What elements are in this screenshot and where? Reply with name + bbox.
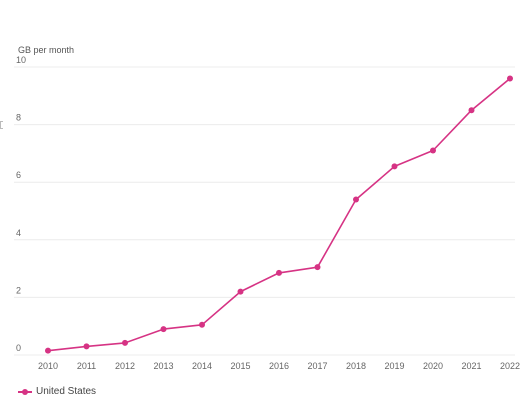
data-point-2013[interactable] <box>160 326 167 333</box>
data-point-2017[interactable] <box>314 264 321 271</box>
x-tick-label-2010: 2010 <box>38 361 58 371</box>
data-point-2022[interactable] <box>507 75 513 82</box>
y-tick-label-6: 6 <box>16 170 21 180</box>
x-tick-label-2021: 2021 <box>461 361 481 371</box>
y-tick-label-8: 8 <box>16 113 21 123</box>
data-point-2011[interactable] <box>83 343 90 350</box>
data-point-2014[interactable] <box>199 321 205 328</box>
x-tick-label-2014: 2014 <box>192 361 212 371</box>
legend-swatch-icon <box>18 387 32 397</box>
data-point-2015[interactable] <box>237 288 244 295</box>
legend-label-united-states: United States <box>36 386 97 397</box>
series-line-0 <box>47 77 511 352</box>
x-tick-label-2018: 2018 <box>346 361 366 371</box>
data-point-2018[interactable] <box>353 196 359 203</box>
data-point-2012[interactable] <box>122 339 128 346</box>
y-axis-label: GB per month <box>18 45 74 55</box>
y-tick-label-10: 10 <box>16 55 26 65</box>
x-tick-labels: 2010 2011 2012 2013 2014 2015 2016 2017 2018 2019… <box>38 361 520 371</box>
data-point-2010[interactable] <box>45 347 51 354</box>
data-point-2019[interactable] <box>391 163 398 170</box>
x-tick-label-2012: 2012 <box>115 361 135 371</box>
data-point-2016[interactable] <box>276 269 282 276</box>
x-tick-label-2015: 2015 <box>230 361 250 371</box>
data-point-2021[interactable] <box>468 107 475 114</box>
y-tick-labels: 0 2 4 6 8 10 <box>16 55 26 353</box>
x-tick-label-2013: 2013 <box>153 361 173 371</box>
x-tick-label-2017: 2017 <box>307 361 327 371</box>
x-tick-label-2020: 2020 <box>423 361 443 371</box>
grid-lines <box>14 66 515 356</box>
x-tick-label-2022: 2022 <box>500 361 520 371</box>
data-point-2020[interactable] <box>430 147 436 154</box>
x-tick-label-2016: 2016 <box>269 361 289 371</box>
y-tick-label-0: 0 <box>16 343 21 353</box>
y-tick-label-4: 4 <box>16 228 21 238</box>
y-tick-label-2: 2 <box>16 285 21 295</box>
x-tick-label-2011: 2011 <box>77 361 96 371</box>
series-group <box>45 75 513 354</box>
legend[interactable]: United States <box>18 386 96 397</box>
x-tick-label-2019: 2019 <box>384 361 404 371</box>
edge-bracket <box>0 121 3 129</box>
